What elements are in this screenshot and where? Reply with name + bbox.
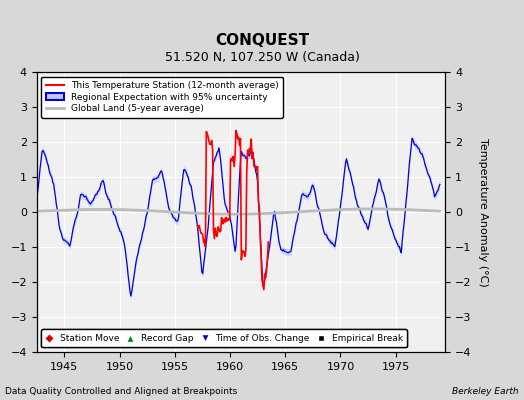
Text: Data Quality Controlled and Aligned at Breakpoints: Data Quality Controlled and Aligned at B… xyxy=(5,387,237,396)
Text: CONQUEST: CONQUEST xyxy=(215,33,309,48)
Legend: Station Move, Record Gap, Time of Obs. Change, Empirical Break: Station Move, Record Gap, Time of Obs. C… xyxy=(41,330,407,348)
Text: Berkeley Earth: Berkeley Earth xyxy=(452,387,519,396)
Y-axis label: Temperature Anomaly (°C): Temperature Anomaly (°C) xyxy=(478,138,488,286)
Text: 51.520 N, 107.250 W (Canada): 51.520 N, 107.250 W (Canada) xyxy=(165,51,359,64)
